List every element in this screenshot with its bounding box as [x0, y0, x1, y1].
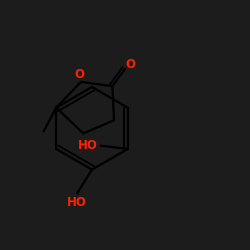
Text: HO: HO — [78, 139, 98, 152]
Text: O: O — [74, 68, 84, 81]
Text: HO: HO — [66, 196, 86, 209]
Text: O: O — [126, 58, 136, 70]
